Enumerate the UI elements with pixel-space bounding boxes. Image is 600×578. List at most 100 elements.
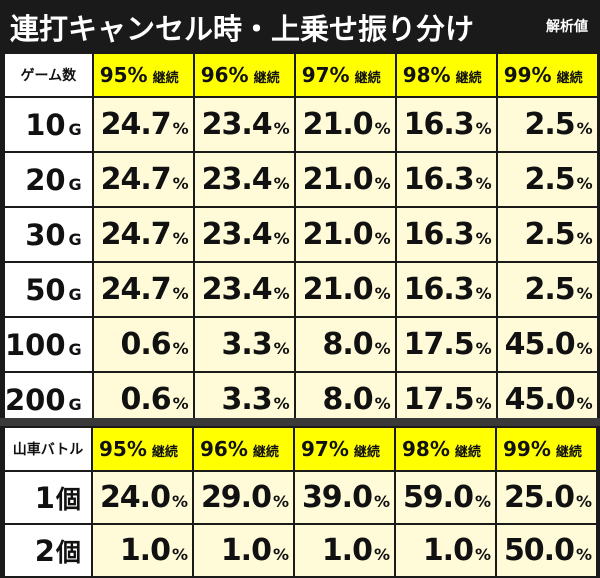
- continuation-rate: 96%: [200, 63, 249, 87]
- game-count-table: ゲーム数 95% 継続 96% 継続 97% 継続 98% 継続 99% 継続 10 G 24.7% 23.…: [3, 52, 599, 428]
- value-cell: 21.0%: [295, 263, 395, 316]
- value-cell: 39.0%: [295, 472, 394, 523]
- cell-value: 17.5: [403, 327, 475, 362]
- percent-sign: %: [374, 339, 391, 358]
- percent-sign: %: [172, 229, 189, 248]
- continuation-rate: 97%: [301, 437, 349, 461]
- percent-sign: %: [576, 119, 593, 138]
- cell-value: 16.3: [403, 217, 475, 252]
- value-cell: 0.6%: [93, 318, 193, 371]
- column-header: 95% 継続: [93, 54, 193, 96]
- percent-sign: %: [273, 174, 290, 193]
- continuation-rate: 98%: [402, 437, 450, 461]
- cell-value: 50.0: [503, 533, 575, 568]
- percent-sign: %: [272, 492, 289, 511]
- percent-sign: %: [475, 229, 492, 248]
- row-number: 30: [25, 217, 66, 252]
- row-number: 100: [5, 327, 66, 362]
- value-cell: 23.4%: [194, 153, 294, 206]
- percent-sign: %: [575, 492, 592, 511]
- percent-sign: %: [474, 545, 491, 564]
- value-cell: 3.3%: [194, 373, 294, 426]
- cell-value: 59.0: [402, 480, 474, 515]
- row-label: 100 G: [5, 318, 92, 371]
- value-cell: 21.0%: [295, 153, 395, 206]
- value-cell: 50.0%: [497, 525, 596, 576]
- continuation-rate: 95%: [99, 63, 148, 87]
- row-number: 1: [34, 480, 55, 515]
- percent-sign: %: [374, 174, 391, 193]
- row-label: 1個: [5, 472, 91, 523]
- table-row: 1個 24.0% 29.0% 39.0% 59.0% 25.0%: [5, 472, 596, 523]
- percent-sign: %: [272, 545, 289, 564]
- continuation-rate: 97%: [301, 63, 350, 87]
- value-cell: 59.0%: [396, 472, 495, 523]
- percent-sign: %: [374, 284, 391, 303]
- cell-value: 3.3: [221, 327, 273, 362]
- row-number: 200: [5, 382, 66, 417]
- value-cell: 16.3%: [396, 153, 496, 206]
- cell-value: 2.5: [524, 107, 576, 142]
- value-cell: 3.3%: [194, 318, 294, 371]
- row-number: 2: [34, 533, 55, 568]
- cell-value: 23.4: [201, 107, 273, 142]
- row-number: 50: [25, 272, 66, 307]
- column-header: 98% 継続: [396, 428, 495, 470]
- row-label: 30 G: [5, 208, 92, 261]
- value-cell: 16.3%: [396, 263, 496, 316]
- cell-value: 0.6: [120, 382, 172, 417]
- page-title: 連打キャンセル時・上乗せ振り分け: [10, 12, 475, 46]
- cell-value: 24.7: [100, 272, 172, 307]
- row-label: 2個: [5, 525, 91, 576]
- cell-value: 21.0: [302, 217, 374, 252]
- value-cell: 24.7%: [93, 153, 193, 206]
- continuation-rate: 99%: [503, 63, 552, 87]
- cell-value: 8.0: [322, 382, 374, 417]
- continuation-label: 継続: [151, 445, 178, 460]
- continuation-label: 継続: [454, 445, 481, 460]
- value-cell: 23.4%: [194, 208, 294, 261]
- percent-sign: %: [374, 394, 391, 413]
- cell-value: 25.0: [503, 480, 575, 515]
- value-cell: 25.0%: [497, 472, 596, 523]
- row-number: 20: [25, 162, 66, 197]
- value-cell: 21.0%: [295, 98, 395, 151]
- percent-sign: %: [273, 284, 290, 303]
- continuation-label: 継続: [353, 445, 380, 460]
- value-cell: 1.0%: [396, 525, 495, 576]
- continuation-rate: 99%: [503, 437, 551, 461]
- column-header: 99% 継続: [497, 428, 596, 470]
- percent-sign: %: [475, 284, 492, 303]
- percent-sign: %: [373, 545, 390, 564]
- percent-sign: %: [172, 394, 189, 413]
- percent-sign: %: [172, 174, 189, 193]
- table-row: 20 G 24.7% 23.4% 21.0% 16.3% 2.5%: [5, 153, 597, 206]
- cell-value: 24.7: [100, 107, 172, 142]
- percent-sign: %: [475, 119, 492, 138]
- analysis-note: 解析値: [546, 19, 588, 35]
- continuation-rate: 98%: [402, 63, 451, 87]
- value-cell: 2.5%: [497, 153, 597, 206]
- value-cell: 24.7%: [93, 208, 193, 261]
- cell-value: 1.0: [220, 533, 272, 568]
- column-header: 99% 継続: [497, 54, 597, 96]
- cell-value: 1.0: [119, 533, 171, 568]
- value-cell: 8.0%: [295, 373, 395, 426]
- cell-value: 8.0: [322, 327, 374, 362]
- title-bar: 連打キャンセル時・上乗せ振り分け 解析値: [0, 0, 600, 50]
- continuation-label: 継続: [252, 445, 279, 460]
- table-row: 10 G 24.7% 23.4% 21.0% 16.3% 2.5%: [5, 98, 597, 151]
- corner-label: ゲーム数: [5, 54, 92, 96]
- value-cell: 16.3%: [396, 98, 496, 151]
- continuation-label: 継続: [354, 71, 381, 86]
- value-cell: 1.0%: [295, 525, 394, 576]
- cell-value: 24.0: [99, 480, 171, 515]
- value-cell: 2.5%: [497, 208, 597, 261]
- cell-value: 3.3: [221, 382, 273, 417]
- cell-value: 2.5: [524, 162, 576, 197]
- cell-value: 39.0: [301, 480, 373, 515]
- column-header: 97% 継続: [295, 54, 395, 96]
- column-header: 97% 継続: [295, 428, 394, 470]
- value-cell: 23.4%: [194, 263, 294, 316]
- value-cell: 16.3%: [396, 208, 496, 261]
